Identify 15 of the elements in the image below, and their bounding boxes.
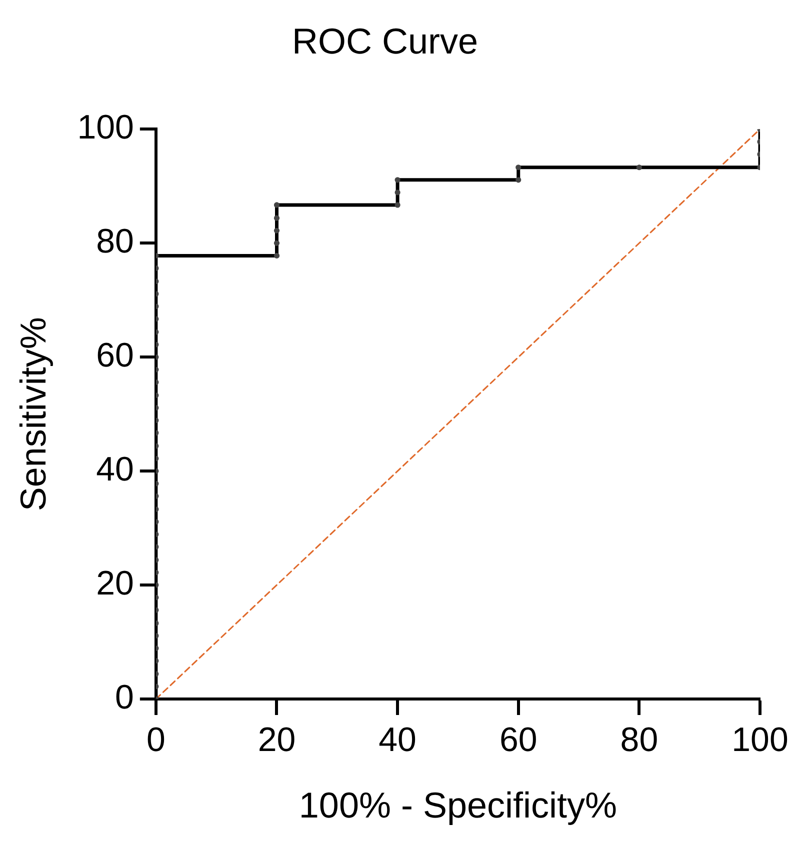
- x-axis-title: 100% - Specificity%: [298, 784, 618, 826]
- y-tick-label: 20: [96, 564, 134, 602]
- y-tick-label: 0: [115, 678, 134, 716]
- y-tick-label: 60: [96, 336, 134, 374]
- x-tick-label: 20: [258, 720, 296, 759]
- y-tick-label: 100: [77, 108, 134, 147]
- y-axis-title: Sensitivity%: [12, 317, 54, 512]
- x-tick-label: 0: [146, 720, 166, 759]
- x-tick-label: 100: [732, 720, 788, 759]
- chart-title: ROC Curve: [292, 20, 478, 62]
- y-tick-label: 80: [96, 222, 134, 261]
- x-tick-label: 40: [378, 720, 416, 759]
- x-tick-label: 60: [499, 720, 538, 759]
- x-tick-label: 80: [620, 720, 658, 759]
- y-tick-label: 40: [96, 450, 134, 488]
